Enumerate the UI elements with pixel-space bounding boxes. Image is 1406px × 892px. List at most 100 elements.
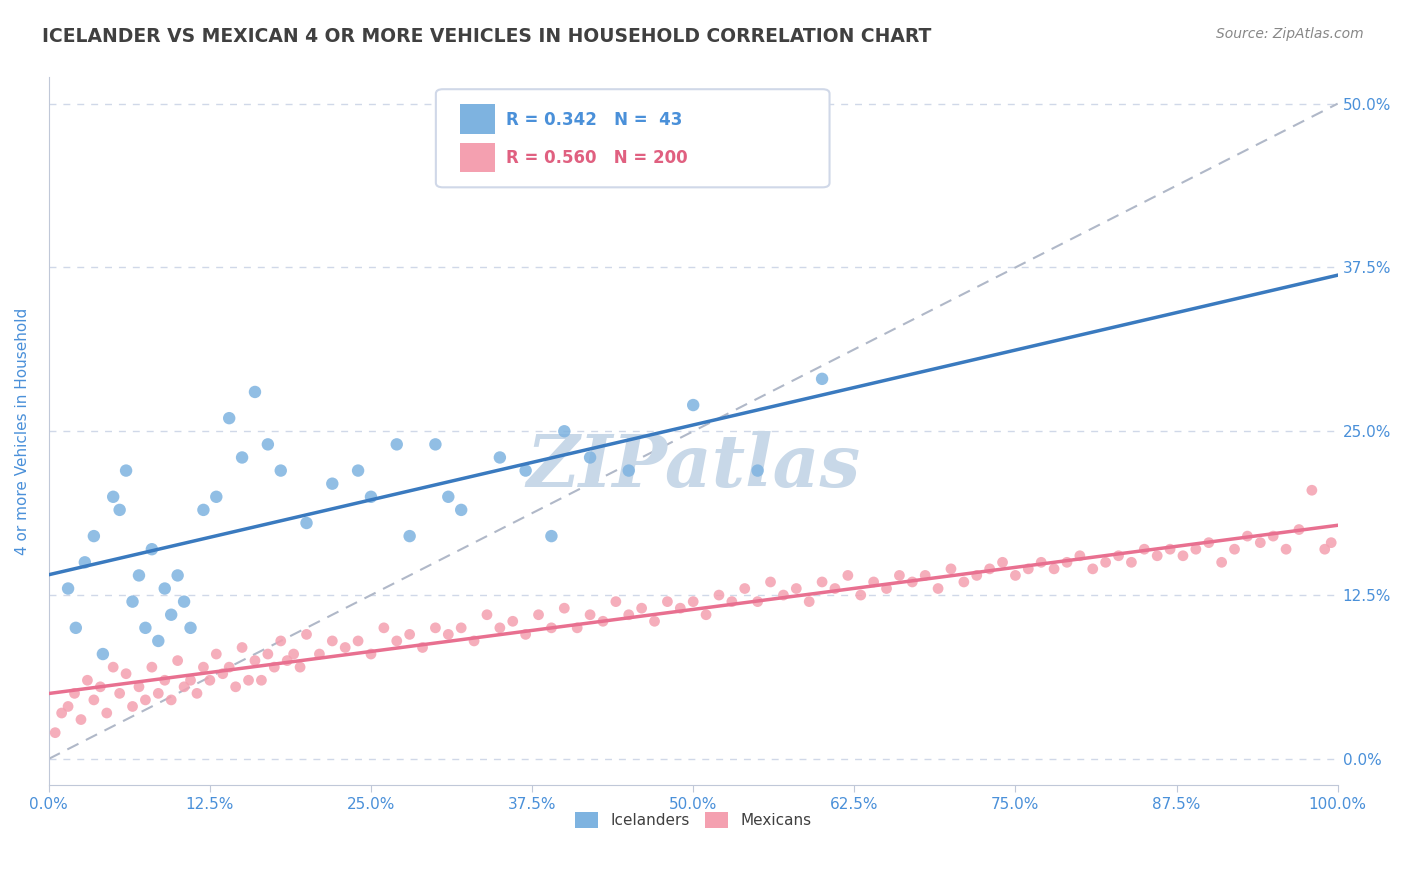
Point: [148, 686, 170, 700]
Point: [321, 476, 343, 491]
Point: [347, 464, 370, 478]
Point: [1211, 555, 1233, 569]
Point: [1320, 535, 1343, 549]
Point: [295, 627, 318, 641]
Point: [1004, 568, 1026, 582]
Point: [238, 673, 260, 688]
Point: [385, 437, 408, 451]
Point: [63, 686, 86, 700]
Point: [51, 706, 73, 720]
Point: [695, 607, 717, 622]
Point: [231, 450, 253, 465]
Point: [96, 706, 118, 720]
Point: [437, 627, 460, 641]
Point: [243, 654, 266, 668]
Point: [1069, 549, 1091, 563]
Point: [592, 615, 614, 629]
Point: [579, 450, 602, 465]
Point: [1249, 535, 1271, 549]
Point: [166, 568, 188, 582]
Point: [218, 411, 240, 425]
Point: [65, 621, 87, 635]
Point: [108, 503, 131, 517]
Point: [759, 574, 782, 589]
Point: [849, 588, 872, 602]
Point: [263, 660, 285, 674]
Point: [225, 680, 247, 694]
Point: [44, 725, 66, 739]
Point: [193, 503, 215, 517]
Point: [180, 621, 202, 635]
Point: [1236, 529, 1258, 543]
Point: [811, 372, 834, 386]
Point: [811, 574, 834, 589]
Point: [141, 660, 163, 674]
Point: [257, 647, 280, 661]
Point: [785, 582, 807, 596]
Point: [1133, 542, 1156, 557]
Point: [1108, 549, 1130, 563]
Point: [527, 607, 550, 622]
Point: [360, 490, 382, 504]
Point: [657, 594, 679, 608]
Point: [56, 582, 79, 596]
Point: [1288, 523, 1310, 537]
Point: [360, 647, 382, 661]
Point: [489, 621, 512, 635]
Point: [211, 666, 233, 681]
Point: [1094, 555, 1116, 569]
Point: [186, 686, 208, 700]
Point: [579, 607, 602, 622]
Point: [475, 607, 498, 622]
Point: [56, 699, 79, 714]
Point: [134, 621, 156, 635]
Legend: Icelanders, Mexicans: Icelanders, Mexicans: [569, 805, 817, 834]
Point: [91, 647, 114, 661]
Point: [1185, 542, 1208, 557]
Point: [373, 621, 395, 635]
Point: [412, 640, 434, 655]
Point: [630, 601, 652, 615]
Point: [605, 594, 627, 608]
Point: [270, 464, 292, 478]
Text: Source: ZipAtlas.com: Source: ZipAtlas.com: [1216, 27, 1364, 41]
Point: [1146, 549, 1168, 563]
Point: [862, 574, 884, 589]
Point: [160, 607, 183, 622]
Point: [128, 568, 150, 582]
Point: [257, 437, 280, 451]
Point: [682, 594, 704, 608]
Point: [1223, 542, 1246, 557]
Point: [1198, 535, 1220, 549]
Point: [425, 437, 447, 451]
Point: [173, 594, 195, 608]
Point: [463, 634, 485, 648]
Point: [141, 542, 163, 557]
Point: [148, 634, 170, 648]
Point: [953, 574, 976, 589]
Point: [103, 490, 125, 504]
Point: [1056, 555, 1078, 569]
Point: [1275, 542, 1298, 557]
Point: [540, 621, 562, 635]
Point: [335, 640, 357, 655]
Point: [73, 555, 96, 569]
Point: [1263, 529, 1285, 543]
Point: [121, 594, 143, 608]
Point: [270, 634, 292, 648]
Point: [198, 673, 221, 688]
Point: [398, 627, 420, 641]
Point: [437, 490, 460, 504]
Point: [128, 680, 150, 694]
Point: [283, 647, 305, 661]
Y-axis label: 4 or more Vehicles in Household: 4 or more Vehicles in Household: [15, 308, 30, 555]
Point: [205, 647, 228, 661]
Point: [243, 384, 266, 399]
Point: [914, 568, 936, 582]
Point: [1081, 562, 1104, 576]
Point: [1159, 542, 1181, 557]
Point: [83, 529, 105, 543]
Point: [876, 582, 898, 596]
Point: [927, 582, 949, 596]
Point: [347, 634, 370, 648]
